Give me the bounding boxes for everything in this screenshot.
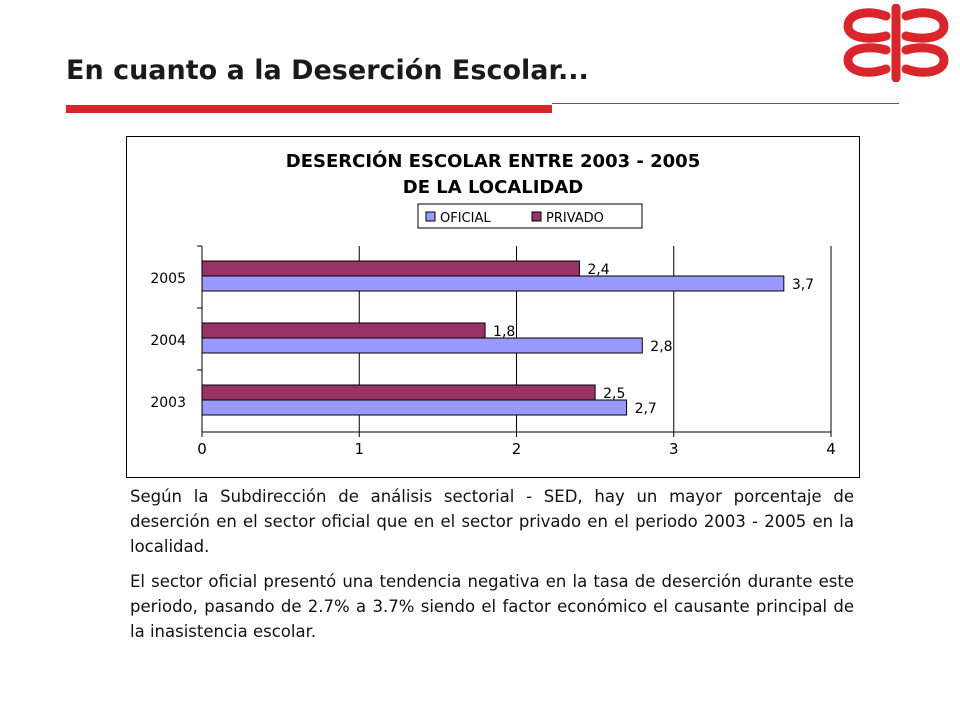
- data-label-privado-2004: 1,8: [493, 324, 515, 340]
- x-tick-label-1: 1: [354, 440, 364, 458]
- x-tick-label-0: 0: [197, 440, 207, 458]
- x-tick-label-4: 4: [826, 440, 836, 458]
- category-label-2003: 2003: [150, 395, 186, 411]
- chart-frame: [126, 136, 860, 478]
- category-label-2005: 2005: [150, 271, 186, 287]
- legend-label-oficial: OFICIAL: [440, 211, 491, 226]
- legend-box: [417, 203, 643, 229]
- bar-oficial-2003: [201, 399, 628, 416]
- bar-privado-2005: [201, 260, 580, 277]
- logo: [843, 4, 949, 82]
- title-underline-bar: [66, 105, 552, 113]
- chart-legend: OFICIAL PRIVADO: [417, 203, 643, 229]
- data-label-privado-2005: 2,4: [587, 262, 609, 278]
- paragraph-source: Según la Subdirección de análisis sector…: [130, 487, 854, 556]
- bar-oficial-2004: [201, 337, 643, 354]
- legend-label-privado: PRIVADO: [546, 211, 604, 226]
- category-label-2004: 2004: [150, 333, 186, 349]
- data-label-oficial-2005: 3,7: [792, 277, 814, 293]
- data-label-oficial-2003: 2,7: [635, 401, 657, 417]
- bar-privado-2003: [201, 384, 596, 401]
- title-underline-rule: [552, 103, 899, 104]
- page-title: En cuanto a la Deserción Escolar...: [66, 55, 589, 86]
- data-label-privado-2003: 2,5: [603, 386, 625, 402]
- chart-title-line-2: DE LA LOCALIDAD: [403, 177, 583, 198]
- legend-swatch-privado: [531, 211, 542, 222]
- bar-privado-2004: [201, 322, 486, 339]
- data-label-oficial-2004: 2,8: [650, 339, 672, 355]
- dropout-bar-chart: DESERCIÓN ESCOLAR ENTRE 2003 - 2005 DE L…: [126, 136, 860, 478]
- chart-title-line-1: DESERCIÓN ESCOLAR ENTRE 2003 - 2005: [286, 150, 700, 172]
- legend-swatch-oficial: [425, 211, 436, 222]
- x-tick-label-2: 2: [512, 440, 522, 458]
- body-text: Según la Subdirección de análisis sector…: [130, 484, 854, 654]
- x-tick-label-3: 3: [669, 440, 679, 458]
- paragraph-trend: El sector oficial presentó una tendencia…: [130, 572, 854, 641]
- bar-oficial-2005: [201, 275, 785, 292]
- chart-plot-area: 2003 2,5 2,7 2004 1,8 2,8 2005 2,4 3,7 0 1 2 3 4: [150, 245, 836, 458]
